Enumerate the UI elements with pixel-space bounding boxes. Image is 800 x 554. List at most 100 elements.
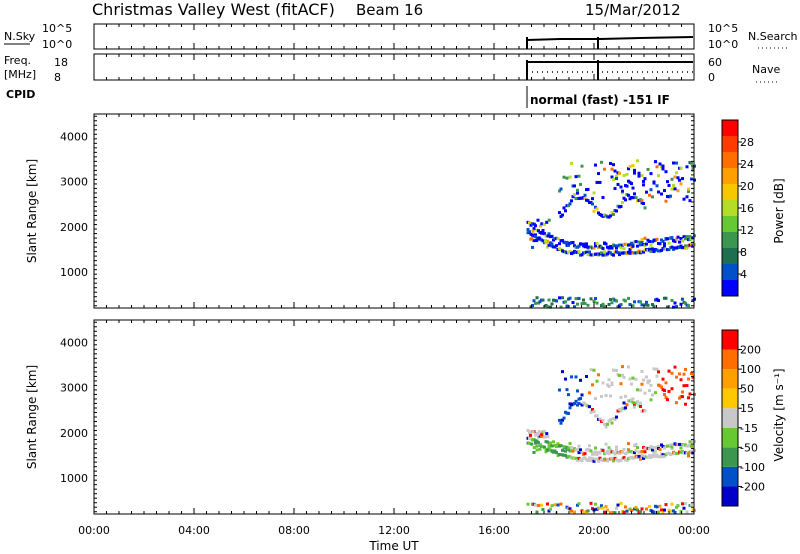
- echo-cell: [678, 372, 681, 376]
- echo-cell: [616, 182, 620, 186]
- velocity-ylabel: Slant Range [km]: [25, 365, 39, 469]
- echo-cell: [577, 250, 581, 254]
- echo-cell: [527, 230, 531, 234]
- echo-cell: [634, 196, 638, 200]
- echo-cell: [649, 249, 653, 253]
- echo-cell: [579, 378, 582, 382]
- echo-cell: [595, 241, 599, 245]
- echo-cell: [568, 441, 572, 445]
- echo-cell: [604, 393, 608, 397]
- echo-cell: [571, 240, 575, 244]
- echo-cell: [597, 459, 600, 463]
- echo-cell: [541, 507, 545, 511]
- echo-cell: [642, 378, 645, 382]
- x-tick-label: 20:00: [578, 524, 610, 537]
- echo-cell: [610, 301, 614, 305]
- echo-cell: [667, 183, 671, 187]
- echo-cell: [589, 410, 593, 414]
- echo-cell: [553, 449, 557, 453]
- echo-cell: [673, 175, 677, 179]
- echo-cell: [592, 459, 596, 463]
- echo-cell: [532, 299, 536, 303]
- echo-cell: [567, 411, 570, 415]
- echo-cell: [546, 435, 550, 439]
- echo-cell: [673, 365, 677, 369]
- echo-cell: [603, 167, 606, 171]
- echo-cell: [670, 236, 674, 240]
- echo-cell: [595, 180, 599, 184]
- echo-cell: [568, 296, 572, 300]
- echo-cell: [550, 234, 554, 238]
- echo-cell: [645, 242, 648, 246]
- echo-cell: [604, 451, 608, 455]
- echo-cell: [688, 442, 692, 446]
- echo-cell: [670, 187, 674, 191]
- echo-cell: [679, 237, 683, 241]
- echo-cell: [613, 187, 617, 191]
- echo-cell: [631, 376, 635, 380]
- echo-cell: [612, 212, 615, 216]
- echo-cell: [663, 242, 666, 246]
- echo-cell: [640, 507, 644, 511]
- echo-cell: [549, 507, 552, 511]
- echo-cell: [666, 237, 669, 241]
- echo-cell: [528, 221, 531, 225]
- echo-cell: [676, 176, 680, 180]
- echo-cell: [562, 175, 566, 179]
- echo-cell: [670, 387, 674, 391]
- echo-cell: [540, 432, 544, 436]
- echo-cell: [549, 442, 552, 446]
- echo-cell: [664, 170, 668, 174]
- echo-cell: [607, 378, 611, 382]
- echo-cell: [670, 177, 674, 181]
- echo-cell: [609, 245, 612, 249]
- echo-cell: [609, 394, 612, 398]
- freq-tick-top: 18: [54, 56, 68, 69]
- echo-cell: [559, 421, 563, 425]
- echo-cell: [573, 184, 576, 188]
- echo-cell: [657, 190, 660, 194]
- echo-cell: [618, 407, 621, 411]
- colorbar-swatch: [722, 427, 738, 448]
- colorbar-swatch: [722, 248, 738, 264]
- echo-cell: [546, 305, 549, 309]
- echo-cell: [679, 166, 683, 170]
- echo-cell: [545, 220, 549, 224]
- echo-cell: [670, 298, 674, 302]
- echo-cell: [609, 448, 612, 452]
- echo-cell: [609, 418, 612, 422]
- echo-cell: [576, 503, 579, 507]
- echo-cell: [541, 229, 545, 233]
- echo-cell: [534, 301, 537, 305]
- echo-cell: [597, 172, 600, 176]
- echo-cell: [687, 452, 690, 456]
- echo-cell: [530, 237, 534, 241]
- echo-cell: [610, 381, 614, 385]
- echo-cell: [579, 448, 582, 452]
- echo-cell: [535, 439, 539, 443]
- echo-cell: [687, 304, 690, 308]
- echo-cell: [592, 246, 596, 250]
- nsky-right-tick-top: 10^5: [708, 22, 738, 35]
- echo-cell: [589, 297, 593, 301]
- echo-cell: [610, 167, 614, 171]
- echo-cell: [540, 222, 544, 226]
- echo-cell: [604, 442, 608, 446]
- echo-cell: [576, 403, 579, 407]
- echo-cell: [661, 511, 665, 515]
- echo-cell: [594, 502, 597, 506]
- echo-cell: [639, 401, 642, 405]
- echo-cell: [643, 450, 647, 454]
- echo-cell: [561, 296, 564, 300]
- echo-cell: [666, 398, 669, 402]
- echo-cell: [645, 300, 648, 304]
- echo-cell: [670, 502, 674, 506]
- echo-cell: [679, 182, 683, 186]
- echo-cell: [664, 381, 668, 385]
- echo-cell: [639, 388, 642, 392]
- echo-cell: [561, 418, 564, 422]
- echo-cell: [555, 445, 558, 449]
- echo-cell: [570, 509, 573, 513]
- echo-cell: [624, 299, 627, 303]
- echo-cell: [544, 435, 547, 439]
